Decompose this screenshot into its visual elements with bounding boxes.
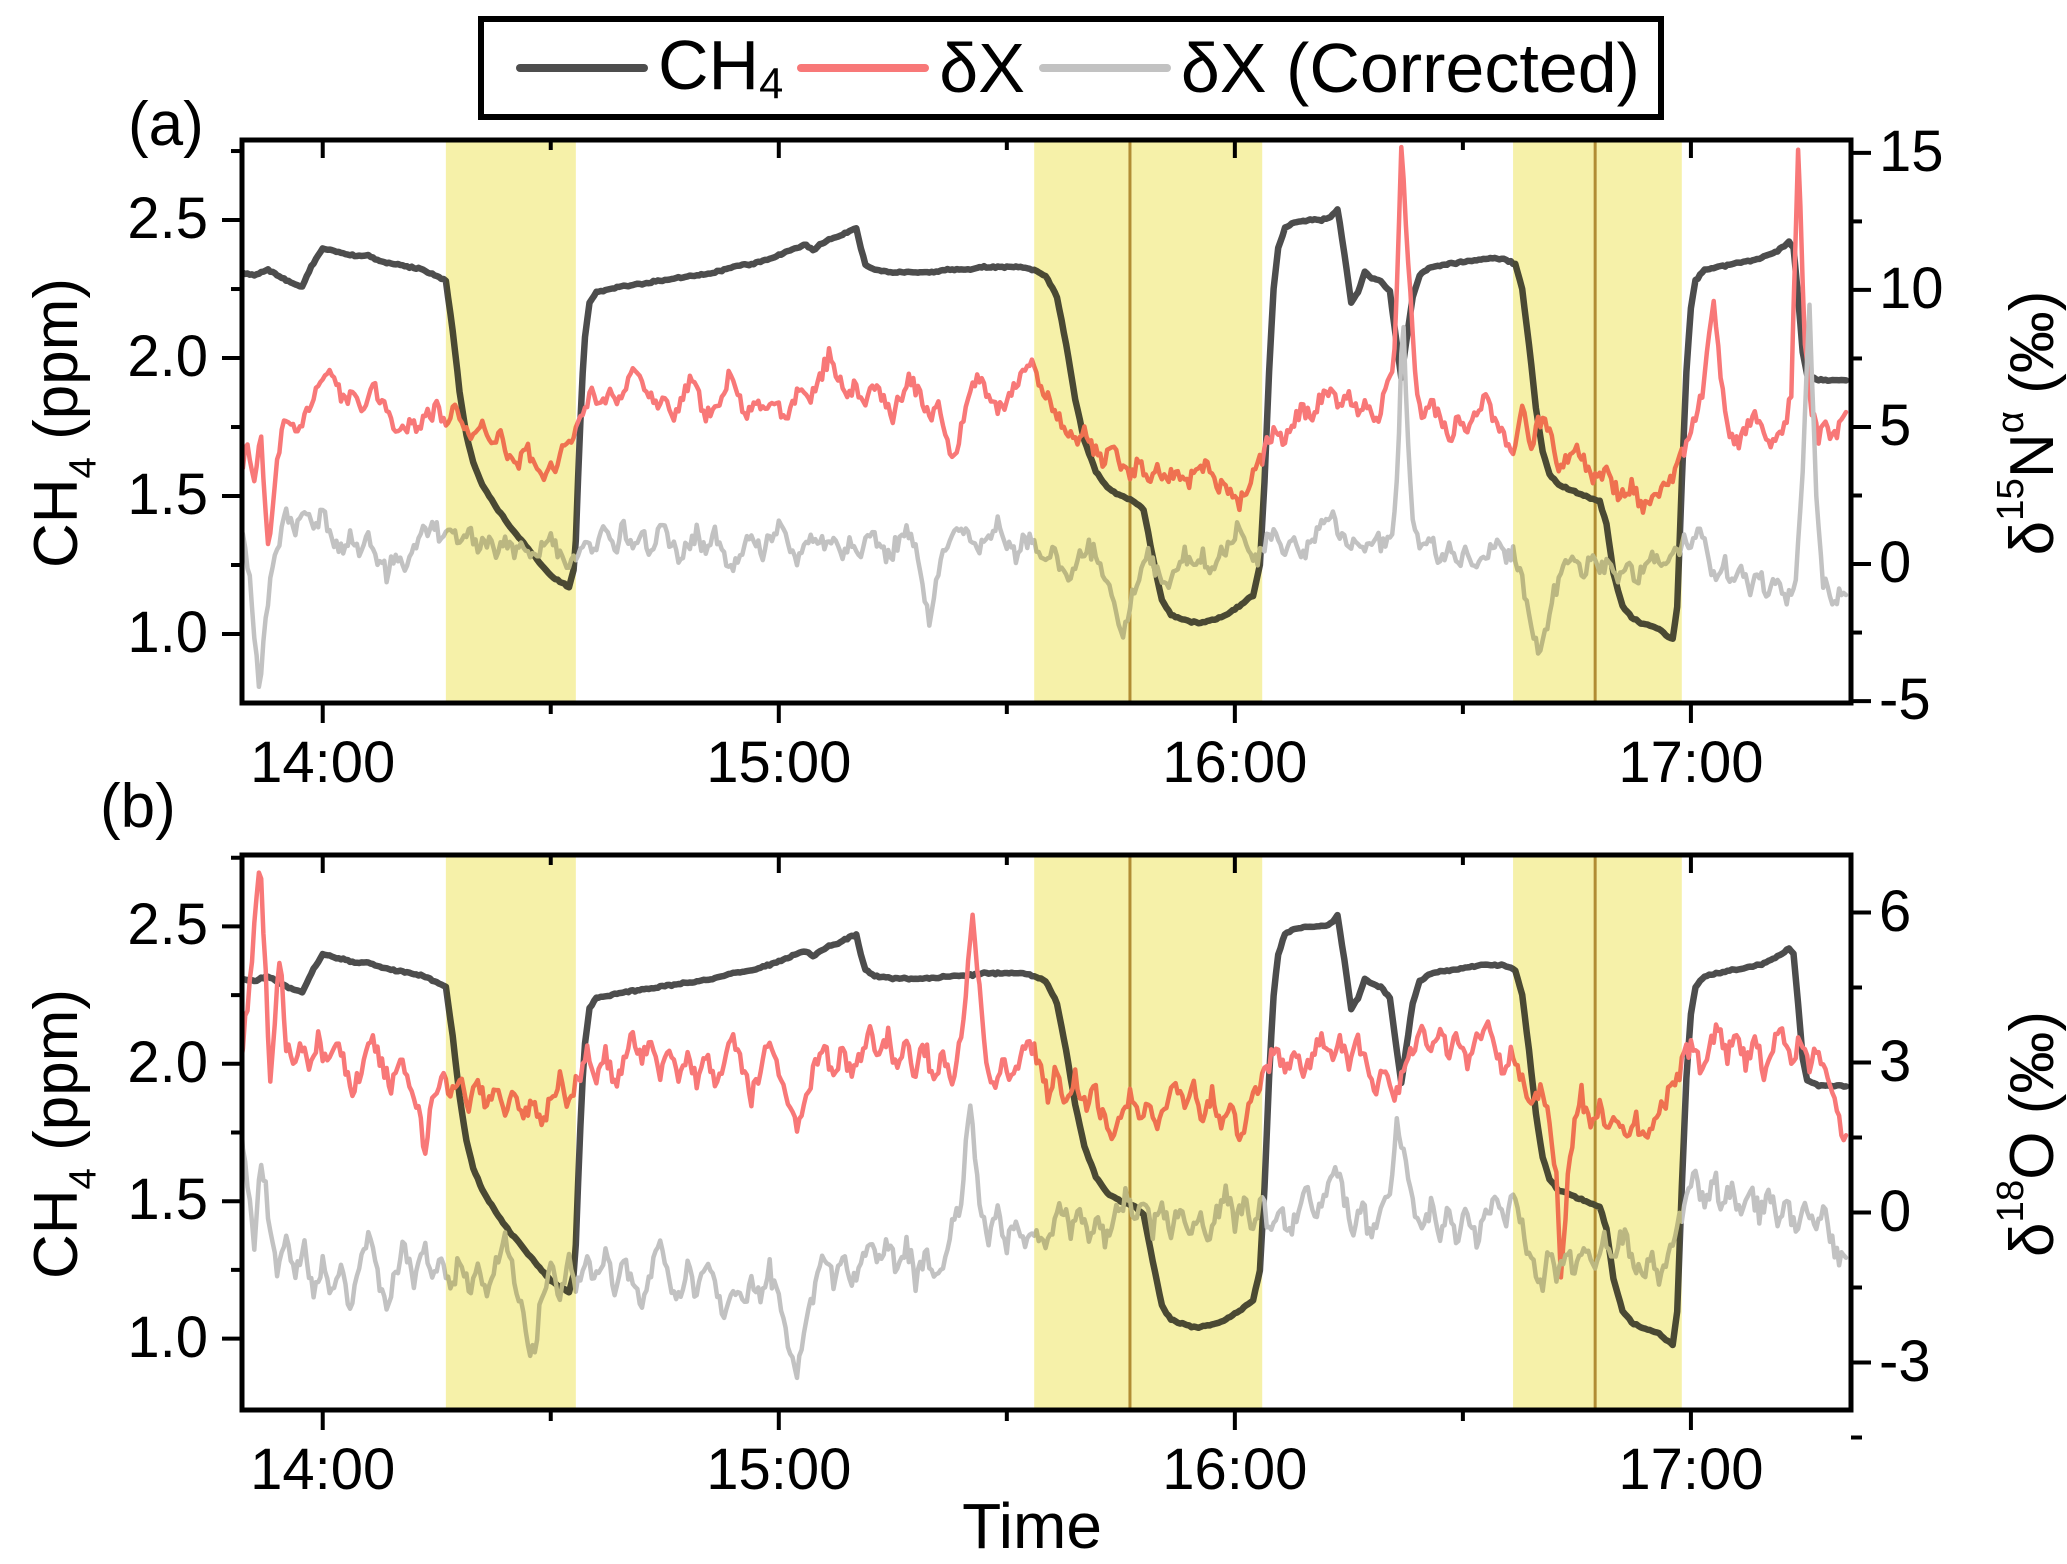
y-axis-label-ch4-panel-b: CH4 (ppm): [22, 988, 105, 1280]
y-right-tick-label: -3: [1879, 1328, 1931, 1394]
ch4-line-swatch: [516, 63, 648, 72]
legend-item-ch4: CH4: [502, 30, 783, 107]
y-axis-label-ch4-panel-a: CH4 (ppm): [22, 277, 105, 569]
legend-item-dx-corrected: δX (Corrected): [1025, 33, 1640, 103]
highlight-band: [445, 140, 576, 703]
y-left-tick-label: 2.0: [127, 324, 208, 390]
highlight-band: [1034, 855, 1263, 1410]
legend: CH4 δX δX (Corrected): [478, 16, 1664, 120]
y-right-tick-label: 6: [1879, 878, 1912, 944]
panel-b-tag: (b): [100, 772, 176, 841]
y-left-tick-label: 2.5: [127, 186, 208, 252]
x-axis-label-time: Time: [962, 1490, 1102, 1562]
y-right-tick-label: 0: [1879, 530, 1912, 596]
legend-label-ch4: CH4: [658, 25, 784, 109]
x-tick-label: 15:00: [706, 730, 852, 795]
y-left-tick-label: 1.0: [127, 1304, 208, 1370]
y-left-tick-label: 1.5: [127, 1167, 208, 1233]
highlight-band: [1513, 140, 1682, 703]
y-left-tick-label: 2.5: [127, 892, 208, 958]
y-right-tick-label: 0: [1879, 1178, 1912, 1244]
dx-line-swatch: [797, 64, 930, 72]
y-left-tick-label: 2.0: [127, 1029, 208, 1095]
highlight-band: [1034, 140, 1263, 703]
legend-label-dx-corrected: δX (Corrected): [1180, 29, 1640, 107]
y-right-tick-label: 15: [1879, 118, 1944, 184]
highlight-band: [445, 855, 576, 1410]
x-tick-label: 17:00: [1618, 1437, 1764, 1502]
x-tick-label: 16:00: [1162, 730, 1308, 795]
dx-corrected-line-swatch: [1038, 64, 1171, 72]
panel-a-frame: [239, 137, 1854, 706]
y-left-tick-label: 1.5: [127, 462, 208, 527]
y-right-tick-label: 10: [1879, 255, 1944, 321]
y-right-tick-label: 5: [1879, 392, 1912, 458]
x-tick-label: 15:00: [706, 1437, 852, 1502]
panel-a-tag: (a): [128, 90, 204, 159]
legend-label-dx: δX: [939, 29, 1025, 107]
highlight-band: [1513, 855, 1682, 1410]
x-tick-label: 16:00: [1162, 1437, 1308, 1502]
x-tick-label: 14:00: [250, 1437, 396, 1502]
x-tick-label: 14:00: [250, 730, 396, 795]
y-right-tick-label: -5: [1879, 667, 1931, 733]
y-right-tick-label: 3: [1879, 1028, 1912, 1094]
legend-item-dx: δX: [783, 33, 1025, 103]
x-tick-label: 17:00: [1618, 730, 1764, 795]
y-left-tick-label: 1.0: [127, 600, 208, 665]
